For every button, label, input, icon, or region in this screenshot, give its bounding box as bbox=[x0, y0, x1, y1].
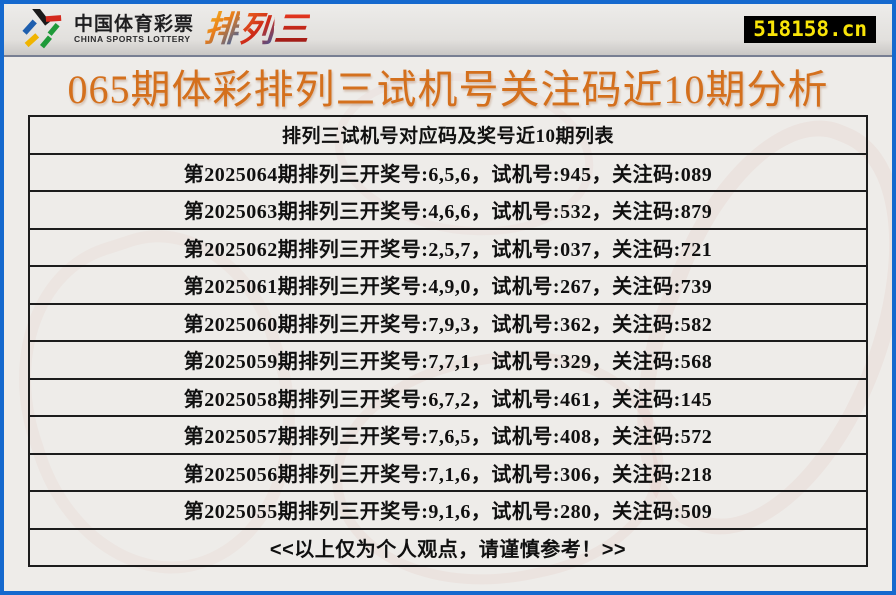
brand-name-en: CHINA SPORTS LOTTERY bbox=[74, 34, 191, 44]
lottery-table: 排列三试机号对应码及奖号近10期列表 第2025064期排列三开奖号:6,5,6… bbox=[28, 115, 868, 567]
product-char-3: 三 bbox=[272, 10, 311, 49]
table-row: 第2025056期排列三开奖号:7,1,6，试机号:306，关注码:218 bbox=[30, 455, 866, 492]
product-char-2: 列 bbox=[237, 10, 276, 49]
table-row: 第2025062期排列三开奖号:2,5,7，试机号:037，关注码:721 bbox=[30, 230, 866, 267]
site-header: 中国体育彩票 CHINA SPORTS LOTTERY 排列三 518158.c… bbox=[4, 4, 892, 57]
sports-lottery-emblem-icon bbox=[22, 8, 62, 48]
table-row: 第2025060期排列三开奖号:7,9,3，试机号:362，关注码:582 bbox=[30, 305, 866, 342]
table-row: 第2025057期排列三开奖号:7,6,5，试机号:408，关注码:572 bbox=[30, 417, 866, 455]
table-row: 第2025059期排列三开奖号:7,7,1，试机号:329，关注码:568 bbox=[30, 342, 866, 380]
table-header-row: 排列三试机号对应码及奖号近10期列表 bbox=[30, 117, 866, 155]
product-char-1: 排 bbox=[202, 10, 241, 49]
brand-name-cn: 中国体育彩票 bbox=[74, 14, 195, 36]
table-row: 第2025058期排列三开奖号:6,7,2，试机号:461，关注码:145 bbox=[30, 380, 866, 417]
page-title: 065期体彩排列三试机号关注码近10期分析 bbox=[67, 66, 829, 112]
table-row: 第2025055期排列三开奖号:9,1,6，试机号:280，关注码:509 bbox=[30, 492, 866, 530]
product-logo-pailie3: 排列三 bbox=[202, 10, 311, 49]
table-row: 第2025064期排列三开奖号:6,5,6，试机号:945，关注码:089 bbox=[30, 155, 866, 192]
table-row: 第2025063期排列三开奖号:4,6,6，试机号:532，关注码:879 bbox=[30, 192, 866, 230]
brand-wordmark: 中国体育彩票 CHINA SPORTS LOTTERY bbox=[74, 15, 194, 44]
table-footer-row: <<以上仅为个人观点，请谨慎参考！>> bbox=[269, 538, 627, 561]
site-url-badge: 518158.cn bbox=[744, 16, 876, 43]
table-row: 第2025061期排列三开奖号:4,9,0，试机号:267，关注码:739 bbox=[30, 267, 866, 305]
